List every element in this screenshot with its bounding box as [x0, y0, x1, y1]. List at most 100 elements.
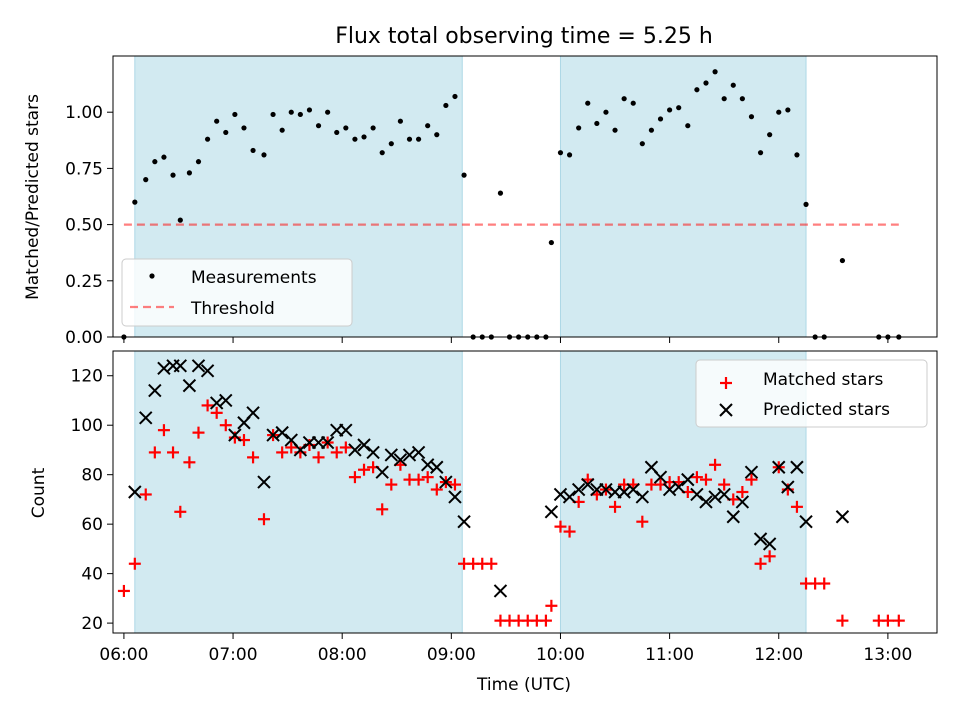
- predicted-star-marker-b: [581, 477, 595, 492]
- measurement-point: [739, 96, 745, 102]
- measurement-point: [557, 150, 564, 156]
- legend-measurements-label: Measurements: [191, 268, 317, 288]
- matched-star-point: [192, 426, 205, 439]
- matched-star-point: [690, 471, 703, 484]
- matched-star-point: [358, 463, 371, 476]
- predicted-star-marker-b: [157, 361, 171, 376]
- measurement-point: [667, 107, 673, 113]
- predicted-star-point: [699, 495, 713, 509]
- measurement-point: [694, 87, 700, 93]
- top-panel: 0.00 0.25 0.50 0.75 1.00 Matched/Predicted s…: [23, 55, 938, 348]
- predicted-star-point: [681, 472, 695, 487]
- measurement-point: [325, 109, 331, 115]
- predicted-star-marker-b: [228, 428, 242, 442]
- predicted-star-point: [735, 495, 750, 509]
- matched-star-point: [167, 446, 180, 459]
- predicted-star-marker-b: [662, 482, 677, 497]
- predicted-star-point: [200, 364, 215, 378]
- predicted-star-point: [781, 480, 795, 494]
- top-legend: Measurements Threshold: [121, 258, 353, 327]
- predicted-star-marker-b: [182, 378, 197, 393]
- matched-star-point: [285, 441, 298, 454]
- matched-star-point: [736, 486, 749, 498]
- predicted-star-point: [148, 383, 162, 398]
- predicted-star-point: [357, 438, 371, 452]
- predicted-star-marker-b: [128, 485, 142, 499]
- measurement-point: [388, 141, 394, 147]
- predicted-star-point: [457, 514, 471, 529]
- predicted-star-point: [430, 460, 444, 474]
- bottom-legend-box: [695, 359, 928, 428]
- matched-star-point: [754, 557, 767, 570]
- x-axis-label: Time (UTC): [476, 675, 571, 695]
- predicted-star-marker-b: [726, 510, 740, 524]
- predicted-star-marker-b: [544, 505, 559, 519]
- matched-star-point: [276, 446, 289, 459]
- bottom-y-tick-label: 120: [71, 367, 103, 387]
- measurement-points: [121, 69, 902, 340]
- legend-matched-label: Matched stars: [763, 370, 883, 390]
- x-tick-label: 11:00: [645, 645, 694, 665]
- top-y-tick-label: 1.00: [65, 103, 103, 123]
- predicted-star-marker-b: [257, 475, 271, 489]
- predicted-star-marker-b: [790, 460, 804, 474]
- top-legend-box: [121, 258, 353, 327]
- measurement-point: [315, 123, 322, 129]
- predicted-star-point: [726, 510, 740, 524]
- chart-title: Flux total observing time = 5.25 h: [335, 24, 713, 49]
- predicted-star-point: [581, 477, 595, 492]
- legend-measurement-marker: [149, 273, 155, 279]
- predicted-star-marker-b: [571, 482, 586, 497]
- predicted-star-point: [790, 460, 804, 474]
- matched-star-point: [563, 525, 576, 538]
- measurement-point: [721, 96, 727, 102]
- measurement-point: [730, 82, 736, 88]
- measurement-point: [204, 136, 211, 142]
- predicted-star-point: [173, 359, 188, 373]
- measurement-point: [612, 127, 618, 133]
- matched-star-point: [128, 557, 141, 570]
- predicted-star-point: [275, 425, 289, 440]
- measurement-point: [306, 107, 313, 113]
- bottom-axes-frame: [112, 350, 938, 634]
- measurement-point: [594, 120, 600, 127]
- matched-star-point: [330, 446, 343, 459]
- top-axes-frame: [112, 55, 938, 338]
- predicted-star-point: [544, 505, 559, 519]
- predicted-star-point: [448, 490, 462, 504]
- matched-star-point: [183, 456, 196, 469]
- predicted-star-point: [571, 482, 586, 497]
- x-tick-label: 08:00: [318, 645, 367, 665]
- measurement-point: [132, 199, 138, 205]
- matched-star-point: [609, 500, 622, 513]
- matched-star-point: [174, 505, 187, 518]
- matched-star-point: [247, 451, 260, 464]
- predicted-star-marker-b: [219, 393, 233, 408]
- legend-predicted-marker: [719, 403, 733, 417]
- measurement-point: [177, 217, 183, 223]
- predicted-star-point: [348, 443, 362, 457]
- top-x-ticks: [123, 337, 889, 343]
- predicted-star-point: [493, 584, 508, 598]
- measurement-point: [214, 118, 220, 124]
- predicted-star-marker-b: [626, 482, 640, 497]
- measurement-point: [288, 109, 294, 115]
- measurement-point: [794, 152, 800, 158]
- matched-star-point: [539, 614, 552, 627]
- measurement-point: [603, 109, 609, 115]
- bottom-x-ticks: 06:00 07:00 08:00 09:00 10:00 11:00 12:00 13:00: [99, 633, 912, 665]
- measurement-point: [161, 154, 167, 160]
- matched-star-point: [294, 446, 307, 459]
- predicted-star-point: [128, 485, 142, 499]
- measurement-point: [576, 125, 582, 131]
- predicted-star-marker-b: [266, 428, 280, 442]
- measurement-point: [585, 100, 591, 106]
- predicted-star-marker-b: [384, 448, 399, 462]
- predicted-star-marker-b: [366, 445, 380, 460]
- matched-star-point: [763, 550, 776, 563]
- measurement-point: [425, 123, 431, 129]
- top-y-tick-label: 0.50: [65, 216, 103, 236]
- predicted-star-marker-b: [448, 490, 462, 504]
- measurement-point: [143, 177, 149, 183]
- measurement-point: [648, 127, 655, 133]
